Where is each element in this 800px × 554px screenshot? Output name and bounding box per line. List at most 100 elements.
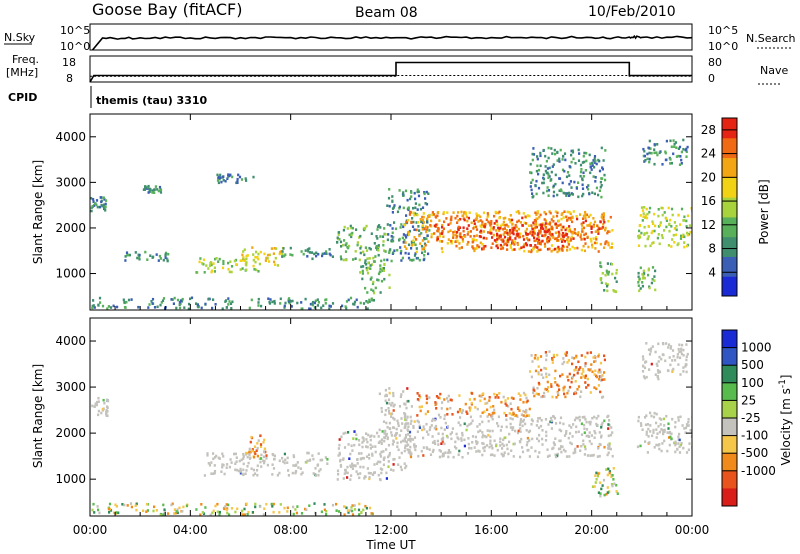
heatmap-cell — [474, 247, 477, 251]
heatmap-cell — [102, 196, 105, 199]
heatmap-cell — [525, 232, 528, 235]
heatmap-cell — [539, 154, 542, 158]
heatmap-cell — [442, 454, 445, 457]
heatmap-cell — [660, 449, 663, 453]
heatmap-cell — [385, 477, 388, 480]
heatmap-cell — [512, 411, 515, 415]
freq-panel-frame — [89, 55, 693, 83]
heatmap-cell — [551, 358, 554, 361]
heatmap-cell — [466, 424, 469, 428]
heatmap-cell — [255, 250, 258, 254]
heatmap-cell — [300, 250, 303, 253]
heatmap-cell — [273, 247, 276, 250]
heatmap-cell — [478, 423, 481, 426]
heatmap-cell — [520, 246, 523, 249]
heatmap-cell — [604, 282, 608, 285]
heatmap-cell — [563, 210, 566, 213]
heatmap-cell — [683, 241, 686, 244]
heatmap-cell — [547, 239, 551, 243]
heatmap-cell — [384, 409, 387, 412]
heatmap-cell — [602, 223, 605, 226]
heatmap-cell — [506, 243, 509, 247]
heatmap-cell — [548, 247, 551, 251]
heatmap-cell — [516, 241, 519, 245]
heatmap-cell — [324, 250, 328, 253]
heatmap-cell — [284, 253, 287, 256]
heatmap-cell — [670, 207, 674, 211]
heatmap-cell — [460, 437, 463, 440]
heatmap-cell — [414, 448, 417, 452]
heatmap-cell — [466, 243, 469, 246]
heatmap-cell — [597, 384, 600, 387]
heatmap-cell — [550, 147, 553, 150]
heatmap-cell — [130, 298, 133, 301]
heatmap-cell — [587, 434, 590, 438]
heatmap-cell — [467, 230, 470, 234]
heatmap-cell — [385, 448, 388, 451]
heatmap-cell — [650, 281, 653, 285]
heatmap-cell — [271, 505, 274, 508]
heatmap-cell — [362, 465, 365, 469]
heatmap-cell — [90, 197, 93, 200]
heatmap-cell — [379, 235, 382, 238]
heatmap-cell — [580, 433, 584, 436]
heatmap-cell — [412, 243, 415, 246]
heatmap-cell — [487, 433, 490, 437]
heatmap-cell — [562, 154, 565, 158]
heatmap-cell — [342, 458, 345, 461]
heatmap-cell — [544, 245, 547, 248]
heatmap-cell — [585, 420, 588, 424]
heatmap-cell — [490, 415, 493, 419]
heatmap-cell — [582, 175, 585, 178]
heatmap-cell — [105, 199, 108, 202]
heatmap-cell — [349, 452, 352, 456]
heatmap-cell — [500, 400, 503, 404]
heatmap-cell — [436, 235, 439, 239]
heatmap-cell — [250, 435, 253, 439]
heatmap-cell — [669, 218, 672, 222]
heatmap-cell — [466, 233, 469, 236]
heatmap-cell — [219, 176, 222, 179]
heatmap-cell — [475, 238, 478, 242]
colorbar-tick-label: -100 — [741, 429, 768, 443]
heatmap-cell — [438, 219, 441, 222]
heatmap-cell — [368, 476, 371, 479]
heatmap-cell — [464, 235, 467, 238]
heatmap-cell — [680, 442, 683, 445]
heatmap-cell — [524, 422, 527, 426]
heatmap-cell — [441, 452, 444, 456]
heatmap-cell — [230, 307, 233, 310]
heatmap-cell — [582, 443, 585, 446]
heatmap-cell — [667, 343, 671, 346]
heatmap-cell — [489, 224, 492, 227]
heatmap-cell — [413, 213, 416, 217]
heatmap-cell — [531, 158, 534, 162]
heatmap-cell — [530, 375, 533, 379]
heatmap-cell — [423, 237, 426, 241]
heatmap-cell — [377, 460, 380, 464]
heatmap-cell — [355, 228, 358, 231]
heatmap-cell — [326, 458, 329, 461]
heatmap-cell — [387, 407, 390, 410]
heatmap-cell — [441, 401, 444, 404]
heatmap-cell — [479, 415, 482, 418]
heatmap-cell — [182, 505, 185, 509]
colorbar-swatch — [722, 400, 737, 419]
heatmap-cell — [544, 351, 547, 354]
heatmap-cell — [570, 186, 573, 189]
colorbar-tick-label: 25 — [741, 393, 756, 407]
heatmap-cell — [341, 304, 344, 308]
heatmap-cell — [418, 203, 421, 207]
heatmap-cell — [463, 444, 466, 448]
heatmap-cell — [562, 357, 565, 360]
heatmap-cell — [323, 503, 326, 506]
heatmap-cell — [404, 418, 407, 421]
heatmap-cell — [677, 347, 680, 351]
heatmap-cell — [517, 392, 520, 395]
heatmap-cell — [535, 223, 538, 226]
heatmap-cell — [554, 222, 557, 226]
heatmap-cell — [439, 450, 442, 453]
heatmap-cell — [533, 236, 536, 240]
heatmap-cell — [525, 429, 528, 432]
heatmap-cell — [103, 198, 106, 201]
